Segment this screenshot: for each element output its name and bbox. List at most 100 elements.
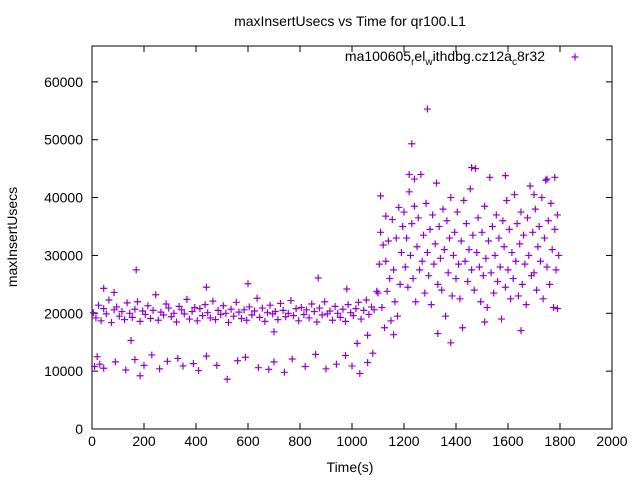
data-point	[547, 199, 555, 207]
data-point	[452, 275, 460, 283]
x-tick-label: 200	[132, 433, 156, 449]
data-point	[377, 192, 385, 200]
y-tick-label: 10000	[44, 363, 83, 379]
data-point	[344, 301, 352, 309]
data-point	[503, 196, 511, 204]
data-point	[552, 266, 560, 274]
plot-border	[91, 45, 613, 430]
data-point	[487, 269, 495, 277]
data-point	[188, 308, 196, 316]
y-tick-label: 0	[75, 421, 83, 437]
data-point	[403, 234, 411, 242]
data-point	[308, 300, 316, 308]
data-point	[429, 211, 437, 219]
data-point	[100, 364, 108, 372]
data-point	[544, 217, 552, 225]
data-point	[399, 223, 407, 231]
data-point	[501, 283, 509, 291]
data-point	[300, 310, 308, 318]
legend: ma100605relwithdbg.cz12ac8r32	[345, 48, 579, 68]
data-point	[234, 357, 242, 365]
data-point	[132, 266, 140, 274]
data-point	[331, 302, 339, 310]
data-point	[531, 205, 539, 213]
data-point	[230, 312, 238, 320]
data-point	[520, 231, 528, 239]
data-point	[407, 251, 414, 259]
data-point	[481, 202, 489, 210]
data-point	[496, 263, 504, 271]
data-point	[514, 292, 522, 300]
data-point	[95, 301, 102, 309]
x-axis-label: Time(s)	[327, 459, 374, 475]
data-point	[553, 211, 561, 219]
data-point	[457, 237, 465, 245]
data-point	[461, 257, 469, 265]
x-tick-label: 1200	[388, 433, 419, 449]
data-point	[225, 319, 232, 327]
data-point	[422, 199, 430, 207]
data-point	[191, 304, 199, 312]
data-point	[163, 357, 171, 365]
data-point	[474, 214, 482, 222]
data-point	[427, 301, 435, 309]
data-point	[113, 303, 121, 311]
data-point	[468, 163, 476, 171]
data-point	[375, 260, 383, 268]
data-point	[379, 241, 387, 249]
data-point	[96, 360, 104, 368]
data-point	[420, 231, 427, 239]
data-point	[447, 194, 455, 202]
data-point	[348, 362, 356, 370]
data-point	[102, 310, 110, 318]
data-point	[434, 280, 442, 288]
data-point	[526, 182, 534, 190]
data-point	[152, 291, 160, 299]
data-point	[540, 234, 548, 242]
data-point	[364, 331, 372, 339]
data-point	[209, 297, 217, 305]
data-point	[173, 318, 180, 326]
data-point	[495, 234, 503, 242]
y-tick-label: 30000	[44, 247, 83, 263]
data-point	[396, 280, 404, 288]
data-point	[423, 249, 431, 257]
legend-marker	[571, 53, 579, 61]
data-point	[499, 217, 507, 225]
data-point	[469, 231, 477, 239]
data-point	[391, 298, 399, 306]
data-point	[462, 220, 470, 228]
data-point	[108, 319, 115, 327]
data-point	[491, 251, 499, 259]
data-point	[144, 302, 152, 310]
data-point	[92, 314, 100, 322]
data-point	[232, 298, 240, 306]
data-point	[377, 228, 385, 236]
data-point	[227, 305, 235, 313]
data-points	[89, 105, 563, 383]
data-point	[485, 237, 492, 245]
data-point	[434, 330, 442, 338]
data-point	[336, 313, 344, 321]
data-point	[522, 301, 530, 309]
x-tick-label: 1600	[492, 433, 523, 449]
data-point	[356, 369, 364, 377]
data-point	[355, 298, 362, 306]
data-point	[318, 311, 326, 319]
data-point	[93, 353, 101, 361]
data-point	[504, 266, 512, 274]
x-tick-label: 0	[88, 433, 96, 449]
data-point	[507, 295, 515, 303]
data-point	[512, 257, 520, 265]
data-point	[131, 305, 139, 313]
data-point	[295, 317, 303, 325]
data-point	[189, 360, 197, 368]
data-point	[360, 306, 368, 314]
data-point	[412, 298, 420, 306]
data-point	[256, 313, 264, 321]
data-point	[511, 191, 518, 199]
data-point	[551, 173, 559, 181]
data-point	[128, 313, 136, 321]
data-point	[386, 275, 394, 283]
